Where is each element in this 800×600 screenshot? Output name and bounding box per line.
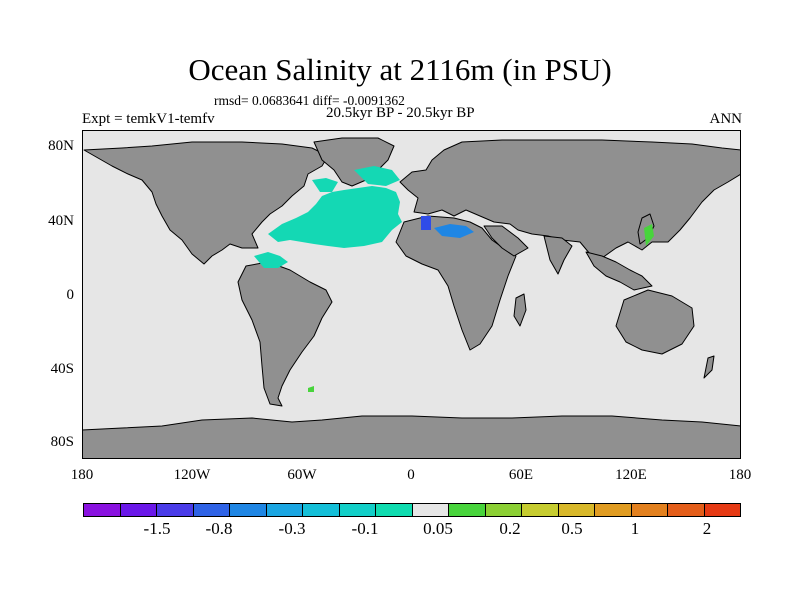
colorbar-swatch [157, 504, 194, 516]
colorbar-swatch [339, 504, 376, 516]
colorbar-swatch [120, 504, 157, 516]
colorbar-label: 0.5 [561, 519, 583, 538]
lon-tick-label: 60W [287, 467, 317, 483]
south-america-land [237, 261, 333, 407]
colorbar-swatch [485, 504, 522, 516]
colorbar-swatch [376, 504, 413, 516]
colorbar-label: -0.1 [351, 519, 379, 538]
lat-tick-label: 80N [48, 138, 74, 154]
experiment-label: Expt = temkV1-temfv [82, 111, 215, 127]
colorbar [83, 503, 741, 517]
lon-tick-label: 180 [70, 467, 94, 483]
colorbar-swatch [668, 504, 705, 516]
western-med-anomaly [421, 216, 431, 230]
colorbar-swatch [558, 504, 595, 516]
colorbar-label: 2 [702, 519, 712, 538]
colorbar-swatch [84, 504, 121, 516]
colorbar-swatch [266, 504, 303, 516]
lon-tick-label: 0 [407, 467, 415, 483]
colorbar-swatch [631, 504, 668, 516]
antarctica-land [82, 415, 741, 459]
world-salinity-map [82, 130, 741, 459]
lat-tick-label: 40S [50, 361, 74, 377]
colorbar-swatch [522, 504, 559, 516]
north-atlantic-anomaly-region [268, 186, 402, 248]
labrador-anomaly-patch [312, 178, 338, 192]
colorbar-label: -0.8 [205, 519, 233, 538]
madagascar-land [513, 293, 527, 327]
colorbar-swatch [193, 504, 230, 516]
colorbar-label: -0.3 [278, 519, 306, 538]
lon-tick-label: 180 [728, 467, 752, 483]
africa-land [395, 215, 517, 351]
colorbar-swatch [449, 504, 486, 516]
southeast-asia-land [585, 251, 653, 291]
lon-tick-label: 120E [615, 467, 647, 483]
rmsd-diff-stats: rmsd= 0.0683641 diff= -0.0091362 [214, 93, 405, 108]
colorbar-swatch [412, 504, 449, 516]
australia-land [615, 289, 695, 355]
lon-tick-label: 120W [173, 467, 211, 483]
north-america-land [83, 141, 329, 265]
colorbar-label: 0.2 [499, 519, 521, 538]
colorbar-swatch [595, 504, 632, 516]
colorbar-label: 1 [630, 519, 640, 538]
new-zealand-land [703, 355, 715, 379]
map-frame [82, 130, 741, 459]
colorbar-swatch [230, 504, 267, 516]
eastern-med-anomaly [434, 224, 474, 238]
colorbar-label: -1.5 [143, 519, 171, 538]
caribbean-anomaly-patch [254, 252, 288, 268]
japan-sea-anomaly [644, 224, 654, 246]
colorbar-swatch [303, 504, 340, 516]
map-title: Ocean Salinity at 2116m (in PSU) [188, 52, 612, 87]
nordic-seas-anomaly-patch [354, 166, 400, 186]
lon-tick-label: 60E [508, 467, 534, 483]
eurasia-land [399, 139, 741, 259]
colorbar-label: 0.05 [423, 519, 453, 538]
time-range: 20.5kyr BP - 20.5kyr BP [326, 105, 475, 121]
lat-tick-label: 0 [66, 287, 75, 303]
arabia-land [483, 225, 529, 257]
lat-tick-label: 80S [50, 434, 74, 450]
india-land [543, 235, 573, 275]
lat-tick-label: 40N [48, 213, 74, 229]
south-atlantic-green-dot [308, 386, 314, 392]
season-label: ANN [709, 111, 743, 127]
colorbar-swatch [704, 504, 740, 516]
